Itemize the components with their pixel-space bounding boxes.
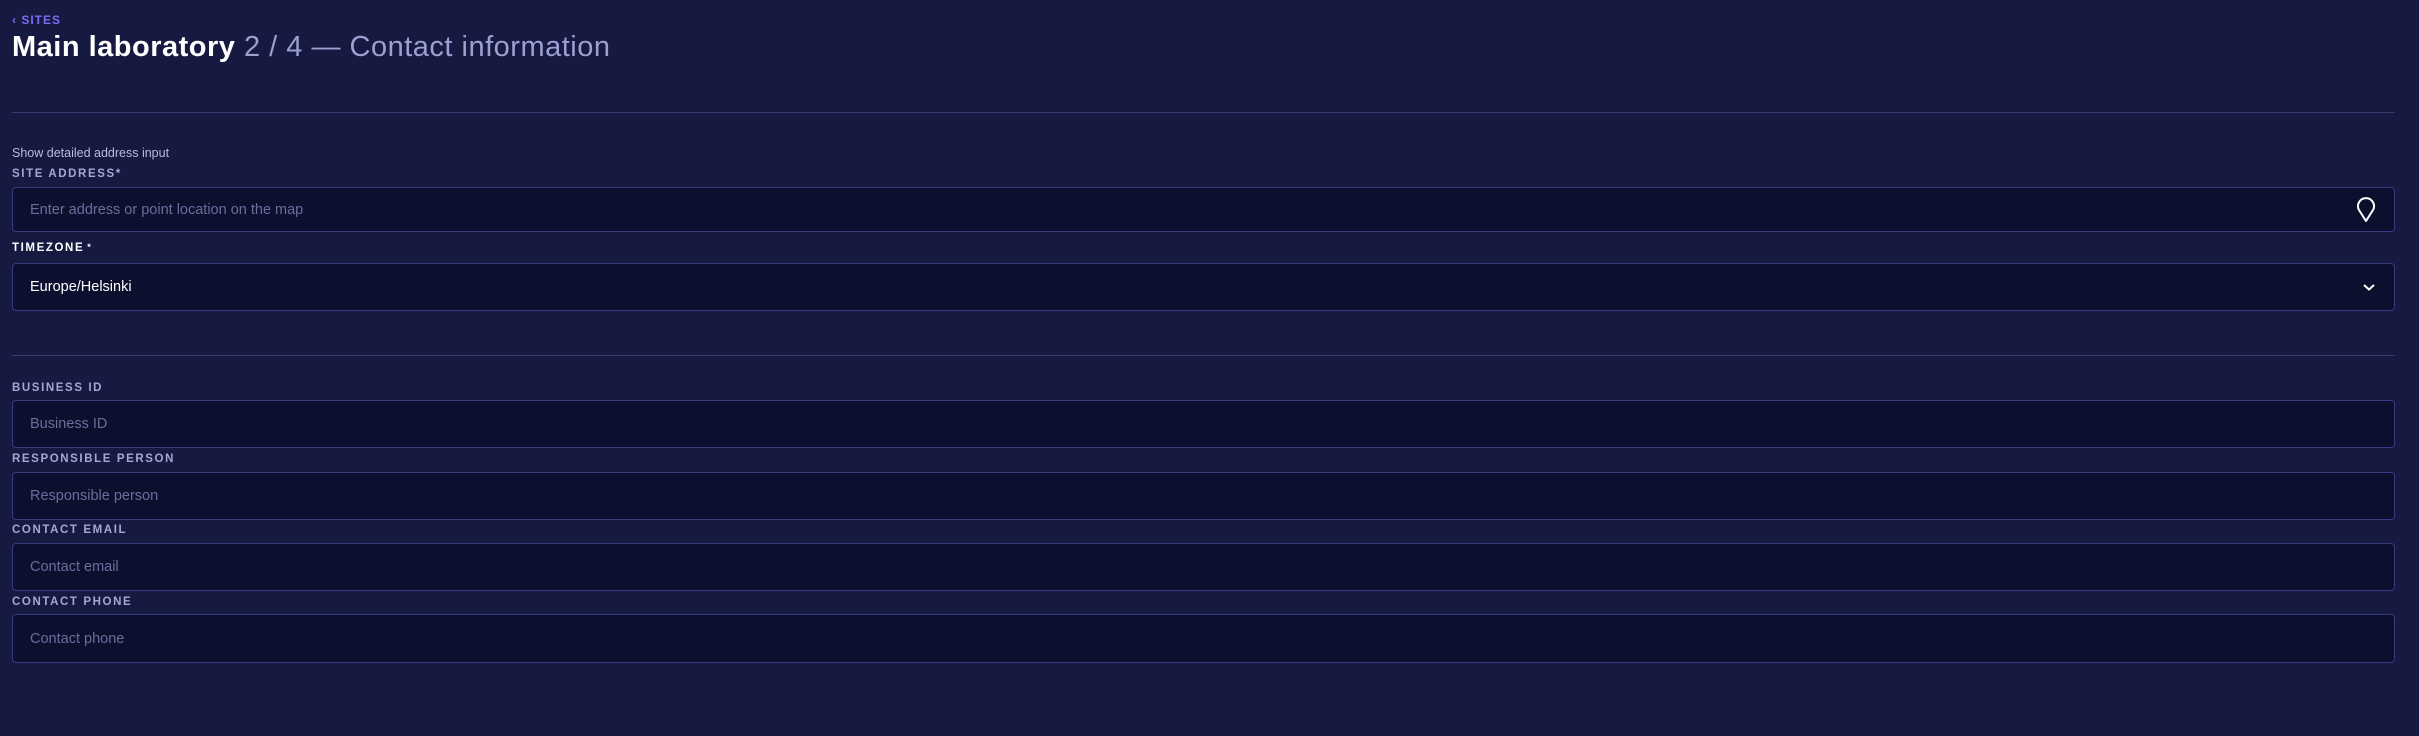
responsible-person-input[interactable]: [13, 488, 2394, 504]
contact-phone-field[interactable]: [12, 614, 2395, 663]
contact-phone-label: CONTACT PHONE: [12, 596, 133, 608]
site-address-label: SITE ADDRESS*: [12, 168, 122, 180]
timezone-value: Europe/Helsinki: [30, 279, 132, 295]
contact-phone-input[interactable]: [13, 630, 2394, 647]
contact-email-label: CONTACT EMAIL: [12, 524, 128, 536]
step-subtitle: 2 / 4 — Contact information: [244, 31, 611, 63]
divider: [12, 112, 2395, 113]
contact-email-field[interactable]: [12, 543, 2395, 591]
required-mark: *: [87, 242, 93, 252]
timezone-label-text: TIMEZONE: [12, 242, 85, 254]
site-address-input[interactable]: [13, 201, 2356, 218]
chevron-left-icon: ‹: [12, 13, 22, 27]
contact-email-input[interactable]: [13, 559, 2394, 575]
page-title: Main laboratory 2 / 4 — Contact informat…: [12, 31, 611, 64]
show-detailed-address-toggle[interactable]: Show detailed address input: [12, 146, 170, 160]
back-label: SITES: [21, 13, 62, 27]
business-id-field[interactable]: [12, 400, 2395, 448]
business-id-label: BUSINESS ID: [12, 382, 104, 394]
site-address-field[interactable]: [12, 187, 2395, 232]
chevron-down-icon: [2362, 282, 2376, 292]
business-id-input[interactable]: [13, 416, 2394, 432]
timezone-label: TIMEZONE *: [12, 242, 92, 254]
back-to-sites-link[interactable]: ‹ SITES: [12, 13, 61, 27]
responsible-person-label: RESPONSIBLE PERSON: [12, 453, 175, 465]
timezone-select[interactable]: Europe/Helsinki: [12, 263, 2395, 311]
divider: [12, 355, 2395, 356]
responsible-person-field[interactable]: [12, 472, 2395, 520]
site-name: Main laboratory: [12, 31, 236, 63]
map-pin-icon[interactable]: [2356, 196, 2376, 223]
